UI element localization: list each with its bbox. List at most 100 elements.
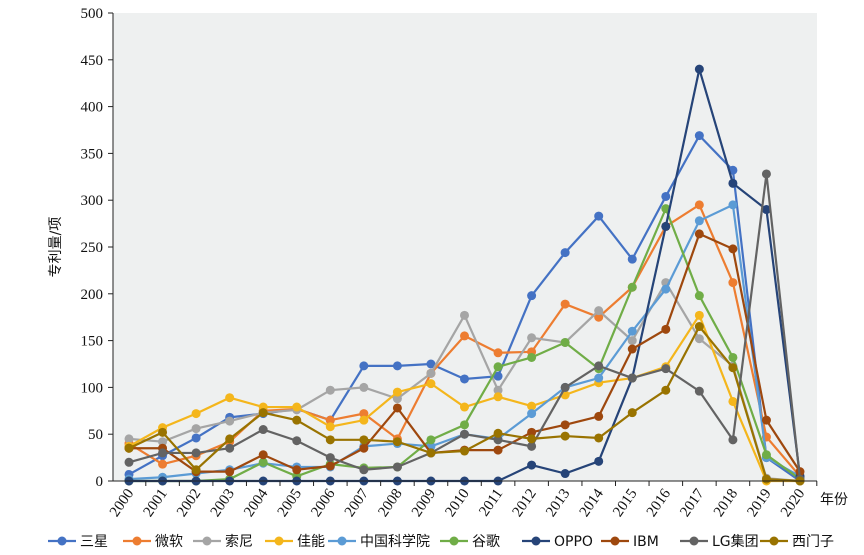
data-point [527, 434, 537, 444]
data-point [426, 448, 436, 458]
series-9 [124, 322, 805, 486]
data-point [527, 291, 537, 301]
legend-item: 三星 [48, 534, 108, 550]
legend-marker [531, 536, 541, 546]
data-point [191, 424, 201, 434]
x-tick-label: 2014 [577, 486, 608, 520]
data-point [191, 448, 201, 458]
legend-marker [57, 536, 67, 546]
data-point [392, 403, 402, 413]
data-point [560, 469, 570, 479]
data-point [694, 291, 704, 301]
x-tick-label: 2004 [241, 486, 272, 520]
x-tick-label: 2015 [610, 486, 640, 520]
data-point [627, 326, 637, 336]
data-point [225, 393, 235, 403]
data-point [460, 374, 469, 384]
data-point [493, 385, 503, 395]
legend-label: OPPO [554, 534, 593, 550]
data-point [392, 387, 402, 397]
data-point [493, 371, 503, 381]
data-point [359, 361, 369, 371]
data-point [493, 362, 503, 372]
y-tick-label: 350 [81, 146, 104, 162]
y-tick-label: 0 [96, 474, 104, 490]
data-point [627, 336, 637, 346]
data-point [594, 361, 604, 371]
x-tick-label: 2011 [476, 486, 506, 519]
data-point [594, 373, 604, 383]
data-point [527, 427, 537, 437]
data-point [392, 361, 402, 371]
data-point [493, 428, 503, 438]
data-point [728, 244, 738, 254]
legend-item: 微软 [123, 534, 183, 550]
y-tick-label: 500 [81, 6, 104, 22]
data-point [359, 415, 369, 425]
data-point [560, 248, 570, 258]
data-point [225, 443, 235, 453]
data-point [258, 450, 268, 460]
legend-item: 谷歌 [440, 534, 500, 550]
data-point [460, 420, 469, 430]
data-point [258, 457, 268, 467]
legend-label: LG集团 [712, 533, 759, 550]
data-point [560, 431, 570, 441]
y-tick-label: 450 [81, 53, 104, 69]
x-tick-label: 2013 [543, 486, 573, 520]
data-point [191, 465, 201, 475]
legend-marker [769, 536, 779, 546]
data-point [158, 448, 168, 458]
data-point [761, 474, 771, 484]
data-point [594, 306, 604, 316]
data-point [292, 415, 302, 425]
data-point [661, 385, 671, 395]
y-tick-label: 300 [81, 193, 104, 209]
data-point [594, 433, 604, 443]
data-point [325, 435, 335, 445]
legend-marker [274, 536, 284, 546]
x-tick-label: 2010 [442, 486, 472, 520]
data-point [493, 435, 503, 445]
legend-item: 西门子 [760, 534, 834, 550]
x-tick-label: 2018 [711, 486, 741, 520]
data-point [325, 422, 335, 432]
y-tick-label: 400 [81, 100, 104, 116]
data-point [728, 178, 738, 188]
data-point [728, 396, 738, 406]
x-tick-label: 2003 [208, 486, 238, 520]
data-point [560, 337, 570, 347]
data-point [627, 344, 637, 354]
data-point [325, 461, 335, 471]
legend-item: OPPO [522, 534, 593, 550]
data-point [694, 216, 704, 226]
data-point [191, 433, 201, 443]
data-point [761, 415, 771, 425]
data-point [292, 402, 302, 412]
data-point [493, 392, 503, 402]
data-point [225, 467, 235, 477]
data-point [761, 450, 771, 460]
data-point [560, 299, 570, 309]
data-point [728, 352, 738, 362]
data-point [426, 435, 436, 445]
data-point [460, 446, 469, 456]
data-point [191, 409, 201, 419]
legend-label: 西门子 [792, 534, 834, 550]
x-tick-label: 2001 [141, 486, 171, 520]
data-point [728, 278, 738, 288]
data-point [292, 436, 302, 446]
data-point [292, 465, 302, 475]
data-point [694, 229, 704, 239]
data-point [392, 462, 402, 472]
data-point [694, 322, 704, 332]
data-point [493, 348, 503, 358]
x-tick-label: 2005 [275, 486, 305, 520]
data-point [728, 363, 738, 373]
data-point [158, 459, 168, 469]
data-point [493, 445, 503, 455]
data-point [460, 310, 469, 320]
data-point [527, 460, 537, 470]
data-point [359, 435, 369, 445]
